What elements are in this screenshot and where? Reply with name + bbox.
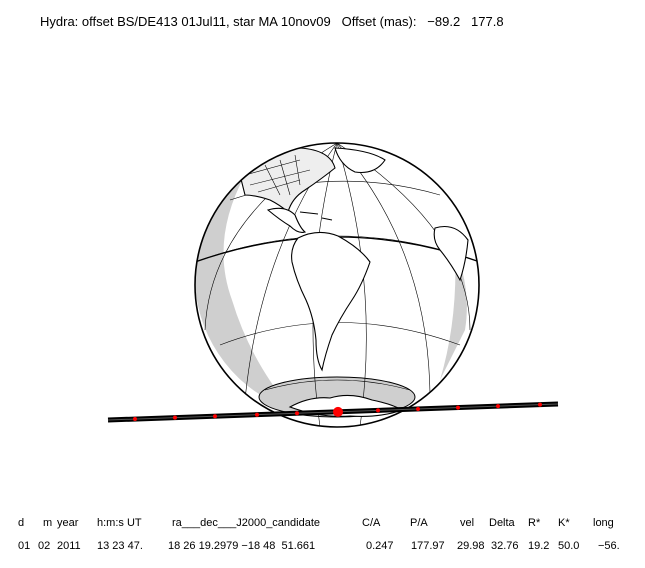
header-kstar: K* [558,517,570,529]
value-kstar: 50.0 [558,540,580,552]
header-radec: ra___dec___J2000_candidate [172,517,321,529]
header-delta: Delta [489,517,515,529]
header-time: h:m:s UT [97,517,142,529]
header-ca: C/A [362,517,381,529]
header-year: year [57,517,79,529]
header-pa: P/A [410,517,428,529]
value-d: 01 [18,540,31,552]
value-long: −56. [598,540,620,552]
earth-globe [194,142,480,428]
plot-title: Hydra: offset BS/DE413 01Jul11, star MA … [40,14,504,29]
value-delta: 32.76 [491,540,519,552]
header-m: m [43,517,53,529]
closest-approach-marker [333,406,343,417]
time-marks [133,402,542,421]
value-rstar: 19.2 [528,540,550,552]
value-vel: 29.98 [457,540,485,552]
value-ca: 0.247 [366,540,394,552]
value-radec: 18 26 19.2979 −18 48 51.661 [168,540,316,552]
header-d: d [18,517,25,529]
header-long: long [593,517,614,529]
value-time: 13 23 47. [97,540,143,552]
value-pa: 177.97 [411,540,445,552]
header-rstar: R* [528,517,541,529]
header-vel: vel [460,517,475,529]
value-year: 2011 [57,540,81,552]
occultation-track [107,401,559,423]
value-m: 02 [38,540,51,552]
